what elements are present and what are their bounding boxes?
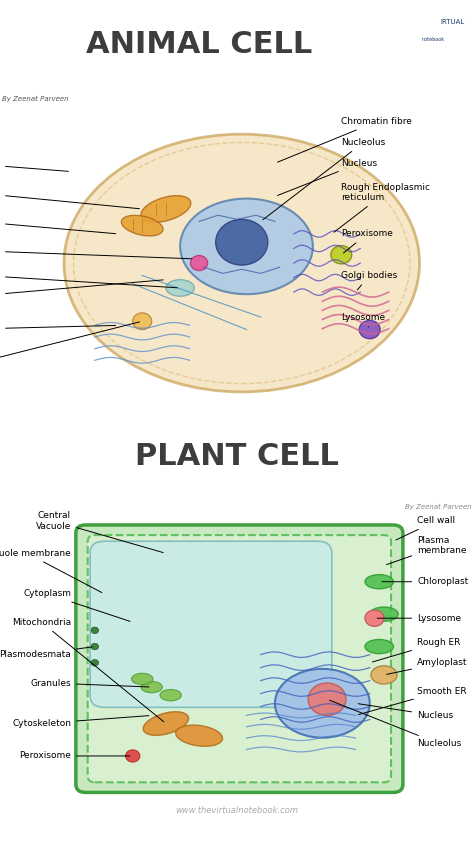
Text: IRTUAL: IRTUAL [441,19,465,25]
Circle shape [216,220,268,265]
Circle shape [133,313,152,329]
Circle shape [359,321,380,338]
Ellipse shape [275,669,370,738]
Ellipse shape [141,195,191,222]
Ellipse shape [121,216,163,236]
Text: Secretory vesicle: Secretory vesicle [0,322,139,371]
Text: Peroxisome: Peroxisome [19,751,130,760]
Text: Granules: Granules [30,679,149,688]
Text: Cytoplasm: Cytoplasm [23,589,130,621]
Text: www.thevirtualnotebook.com: www.thevirtualnotebook.com [175,806,299,815]
Text: Nucleus: Nucleus [277,159,377,195]
Text: Cell membrane: Cell membrane [0,159,68,171]
FancyBboxPatch shape [88,536,391,782]
Ellipse shape [143,711,189,735]
Circle shape [308,683,346,716]
Text: Plasma
membrane: Plasma membrane [387,536,466,565]
Text: ANIMAL CELL: ANIMAL CELL [86,29,312,59]
FancyBboxPatch shape [76,525,403,792]
Ellipse shape [166,280,194,296]
Ellipse shape [180,199,313,294]
Ellipse shape [365,574,393,589]
Text: Cytoskeleton: Cytoskeleton [12,716,149,728]
Text: notebook: notebook [422,37,445,42]
Ellipse shape [176,725,222,746]
Text: Vacuole: Vacuole [0,271,177,288]
Text: Mitochondria: Mitochondria [0,188,139,209]
Ellipse shape [370,607,398,621]
FancyBboxPatch shape [90,541,332,707]
Circle shape [126,750,140,762]
Text: Chloroplast: Chloroplast [382,578,468,586]
Circle shape [331,246,352,264]
Ellipse shape [365,639,393,653]
Circle shape [365,610,384,626]
Text: Central
Vacuole: Central Vacuole [36,511,163,552]
Text: Cell wall: Cell wall [396,516,455,540]
Text: Vacuole membrane: Vacuole membrane [0,549,102,593]
Circle shape [91,627,99,633]
Text: Plasmodesmata: Plasmodesmata [0,647,92,659]
Circle shape [91,659,99,666]
Text: Golgi bodies: Golgi bodies [341,271,398,290]
Text: By Zeenat Parveen: By Zeenat Parveen [405,504,472,509]
Text: Nucleolus: Nucleolus [263,138,385,220]
Text: Lysosome: Lysosome [341,312,385,327]
Text: Cytoplasm: Cytoplasm [0,217,116,234]
Text: Amyloplast: Amyloplast [387,658,468,674]
Text: Peroxisome: Peroxisome [341,229,393,253]
Ellipse shape [64,134,419,392]
Text: Rough ER: Rough ER [373,638,461,662]
Circle shape [91,643,99,650]
Ellipse shape [132,674,153,685]
Text: Centrosome: Centrosome [0,246,191,258]
Text: By Zeenat Parveen: By Zeenat Parveen [2,96,69,102]
Circle shape [191,255,208,270]
Text: Nucleolus: Nucleolus [329,701,461,749]
Text: Microtubule: Microtubule [0,280,163,301]
Ellipse shape [141,681,162,693]
Text: Smooth ER: Smooth ER [358,686,467,715]
Ellipse shape [371,666,397,684]
Text: Chromatin fibre: Chromatin fibre [277,117,412,163]
Text: PLANT CELL: PLANT CELL [135,442,339,472]
Ellipse shape [160,690,181,701]
Text: Smooth Endoplasmic
reticulum: Smooth Endoplasmic reticulum [0,320,116,339]
Text: Nucleus: Nucleus [358,704,453,720]
Text: Rough Endoplasmic
reticulum: Rough Endoplasmic reticulum [334,183,430,232]
Text: Mitochondria: Mitochondria [12,618,164,722]
Text: Lysosome: Lysosome [377,614,461,623]
